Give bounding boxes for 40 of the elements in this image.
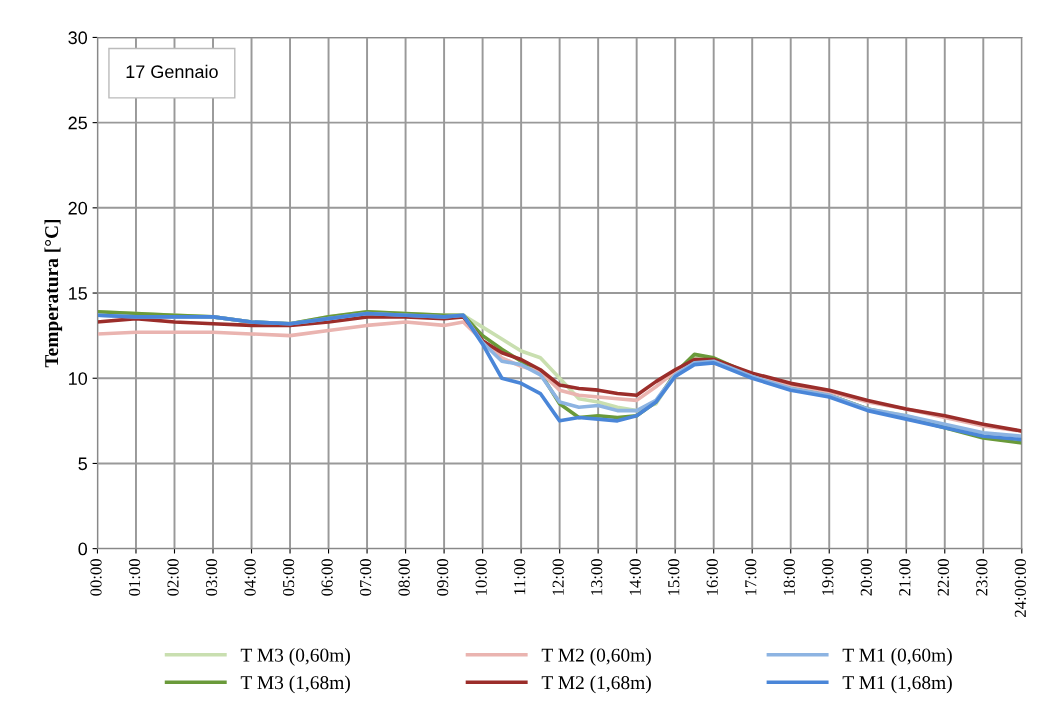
x-tick-label: 04:00 — [244, 559, 256, 596]
x-tick-label: 22:00 — [937, 559, 950, 596]
x-tick-label: 02:00 — [167, 559, 179, 596]
x-tick-label: 06:00 — [321, 559, 333, 596]
x-tick-label: 11:00 — [514, 559, 526, 595]
y-tick-label: 20 — [68, 201, 88, 215]
x-tick-label: 08:00 — [398, 559, 410, 596]
y-axis-title: Temperatura [°C] — [44, 219, 63, 368]
x-tick-label: 07:00 — [359, 559, 372, 596]
x-tick-label: 01:00 — [128, 559, 141, 596]
x-tick-label: 14:00 — [629, 559, 641, 595]
x-tick-label: 21:00 — [899, 559, 911, 596]
x-tick-label: 10:00 — [475, 559, 487, 595]
y-tick-label: 0 — [78, 542, 88, 556]
x-tick-label: 19:00 — [822, 559, 834, 595]
y-tick-label: 10 — [69, 372, 88, 385]
y-tick-label: 30 — [68, 31, 88, 45]
annotation: 17 Gennaio — [126, 64, 218, 79]
legend-label: T M2 (1,68m) — [541, 675, 651, 694]
x-tick-label: 20:00 — [860, 559, 872, 596]
x-tick-label: 13:00 — [591, 559, 603, 595]
x-tick-label: 15:00 — [668, 559, 680, 595]
x-tick-label: 00:00 — [90, 559, 102, 596]
x-tick-label: 05:00 — [282, 559, 295, 596]
x-tick-label: 16:00 — [706, 559, 718, 595]
y-tick-label: 15 — [69, 287, 87, 300]
x-tick-label: 23:00 — [976, 559, 988, 596]
legend-label: T M1 (0,60m) — [842, 648, 952, 666]
x-tick-label: 09:00 — [437, 559, 449, 596]
x-tick-label: 12:00 — [552, 559, 564, 595]
y-tick-label: 5 — [78, 457, 87, 471]
legend-label: T M3 (0,60m) — [240, 648, 350, 666]
legend-label: T M2 (0,60m) — [541, 648, 651, 666]
x-tick-label: 03:00 — [205, 559, 218, 596]
x-tick-label: 24:00:00 — [1014, 559, 1027, 617]
x-tick-label: 17:00 — [745, 559, 757, 595]
y-tick-label: 25 — [68, 116, 87, 130]
legend-label: T M3 (1,68m) — [240, 675, 350, 694]
x-tick-label: 18:00 — [783, 559, 795, 595]
legend-label: T M1 (1,68m) — [842, 675, 952, 694]
